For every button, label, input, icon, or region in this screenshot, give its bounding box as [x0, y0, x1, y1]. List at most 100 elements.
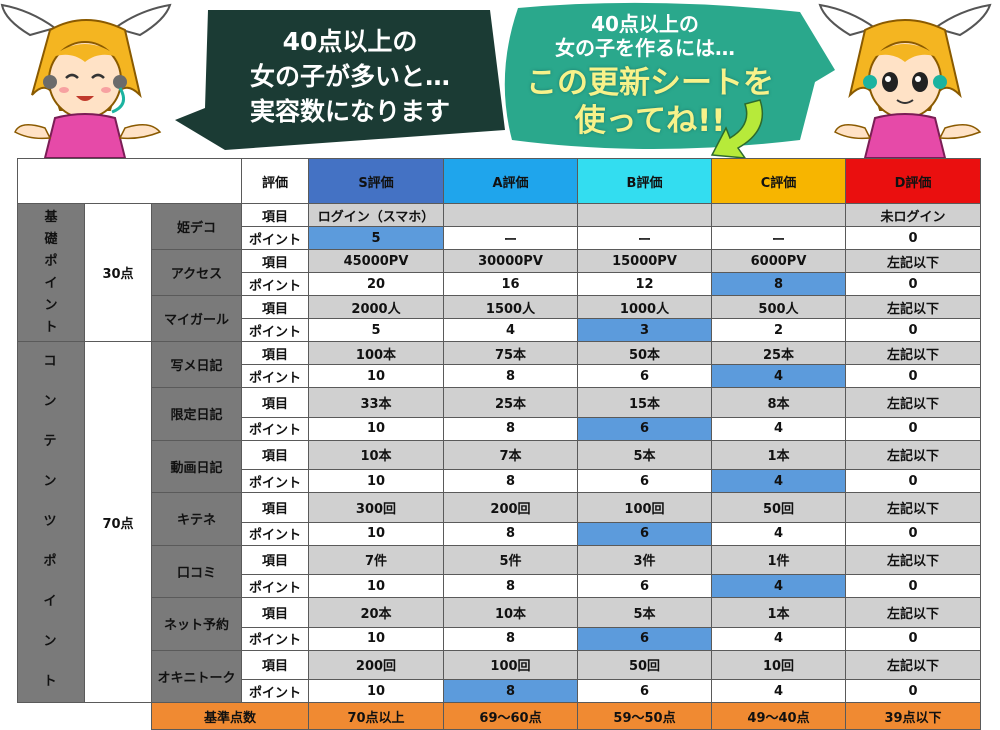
section-title-char: テ: [43, 434, 59, 449]
point-cell: 20: [308, 272, 444, 296]
point-cell: 0: [845, 521, 981, 546]
row-label-point: ポイント: [241, 469, 309, 493]
point-cell: 0: [845, 416, 981, 441]
point-cell: 6: [577, 679, 712, 703]
row-label-item: 項目: [241, 203, 309, 227]
rating-table: 評価 S評価 A評価 B評価 C評価 D評価基礎ポイント 30点 姫デコ 項目 ログイン（スマホ）…: [17, 158, 981, 730]
table-row: 動画日記 項目 10本 7本 5本 1本 左記以下: [18, 439, 981, 493]
criteria-cell: 左記以下: [845, 544, 981, 575]
criteria-cell: 7件: [308, 544, 444, 575]
criteria-cell: 25本: [443, 387, 578, 418]
footer-value: 69〜60点: [443, 702, 578, 730]
row-label-item: 項目: [241, 341, 309, 365]
criteria-cell: 5本: [577, 439, 712, 470]
row-label-item: 項目: [241, 295, 309, 319]
point-cell: 8: [711, 272, 846, 296]
footer-value: 59〜50点: [577, 702, 712, 730]
criteria-cell: 100回: [443, 649, 578, 680]
row-label-point: ポイント: [241, 574, 309, 598]
right-bubble-line: 女の子を作るには…: [555, 36, 735, 60]
point-cell: 10: [308, 521, 444, 546]
criteria-cell: 3件: [577, 544, 712, 575]
category-name: キテネ: [151, 492, 242, 546]
category-name: 動画日記: [151, 439, 242, 493]
category-name: 限定日記: [151, 387, 242, 441]
table-row: ネット予約 項目 20本 10本 5本 1本 左記以下: [18, 597, 981, 651]
point-cell: 0: [845, 318, 981, 342]
row-label-point: ポイント: [241, 226, 309, 250]
category-name: アクセス: [151, 249, 242, 296]
footer-row: 基準点数 70点以上 69〜60点 59〜50点 49〜40点 39点以下: [17, 702, 981, 730]
right-bubble-headline-line: 使ってね!!: [574, 103, 726, 139]
point-cell: ー: [443, 226, 578, 250]
section-title: コンテンツポイント: [17, 341, 85, 703]
left-bubble-line: 40点以上の: [282, 27, 418, 56]
point-cell: 5: [308, 318, 444, 342]
point-cell: 4: [443, 318, 578, 342]
left-speech-bubble: [175, 10, 505, 150]
footer-value: 70点以上: [308, 702, 444, 730]
point-cell: ー: [577, 226, 712, 250]
left-mascot-illustration: [0, 3, 172, 158]
point-cell: 8: [443, 574, 578, 598]
row-label-point: ポイント: [241, 364, 309, 388]
row-label-item: 項目: [241, 387, 309, 418]
table-row: 基礎ポイント 30点 姫デコ 項目 ログイン（スマホ） 未ログイン: [17, 203, 981, 342]
point-cell: 10: [308, 364, 444, 388]
right-bubble-headline-line: この更新シートを: [526, 65, 774, 101]
point-cell: 5: [308, 226, 444, 250]
criteria-cell: 1件: [711, 544, 846, 575]
point-cell: 6: [577, 521, 712, 546]
grade-header-s: S評価: [308, 158, 444, 204]
criteria-cell: 100回: [577, 492, 712, 523]
table-row: ポイント 10 8 6 4 0: [18, 626, 981, 651]
header-label: 評価: [241, 158, 309, 204]
point-cell: 4: [711, 521, 846, 546]
section-title-char: ン: [43, 394, 59, 409]
point-cell: 16: [443, 272, 578, 296]
row-label-point: ポイント: [241, 626, 309, 651]
right-mascot-illustration: [818, 3, 992, 158]
criteria-cell: 10本: [308, 439, 444, 470]
criteria-cell: 5件: [443, 544, 578, 575]
table-row: ポイント 10 8 6 4 0: [18, 521, 981, 546]
section-title-char: 礎: [44, 231, 58, 247]
criteria-cell: [577, 203, 712, 227]
footer-gap: [17, 702, 152, 730]
table-row: マイガール 項目 2000人 1500人 1000人 500人 左記以下: [18, 295, 981, 342]
criteria-cell: [443, 203, 578, 227]
section-title-char: ト: [44, 319, 58, 335]
grade-header-c: C評価: [711, 158, 846, 204]
criteria-cell: 1000人: [577, 295, 712, 319]
table-row: ポイント 5 ーーー 0: [18, 226, 981, 250]
criteria-cell: 25本: [711, 341, 846, 365]
point-cell: 6: [577, 364, 712, 388]
section-title-char: ポ: [43, 554, 59, 569]
criteria-cell: 左記以下: [845, 249, 981, 273]
row-label-item: 項目: [241, 439, 309, 470]
point-cell: 0: [845, 626, 981, 651]
grade-header-a: A評価: [443, 158, 578, 204]
criteria-cell: 左記以下: [845, 341, 981, 365]
point-cell: 4: [711, 416, 846, 441]
point-cell: 8: [443, 521, 578, 546]
point-cell: 4: [711, 626, 846, 651]
criteria-cell: 15000PV: [577, 249, 712, 273]
point-cell: 2: [711, 318, 846, 342]
criteria-cell: 10本: [443, 597, 578, 628]
point-cell: 4: [711, 364, 846, 388]
table-row: ポイント 10 8 6 4 0: [18, 416, 981, 441]
row-label-item: 項目: [241, 492, 309, 523]
point-cell: 0: [845, 364, 981, 388]
criteria-cell: 15本: [577, 387, 712, 418]
section-title-char: コ: [43, 354, 59, 369]
table-row: ポイント 10 8 6 4 0: [18, 364, 981, 388]
section-title-char: ツ: [43, 514, 59, 529]
point-cell: 8: [443, 626, 578, 651]
criteria-cell: 500人: [711, 295, 846, 319]
criteria-cell: 左記以下: [845, 295, 981, 319]
section-title-char: ト: [43, 674, 59, 689]
footer-value: 39点以下: [845, 702, 981, 730]
point-cell: 4: [711, 469, 846, 493]
criteria-cell: 45000PV: [308, 249, 444, 273]
